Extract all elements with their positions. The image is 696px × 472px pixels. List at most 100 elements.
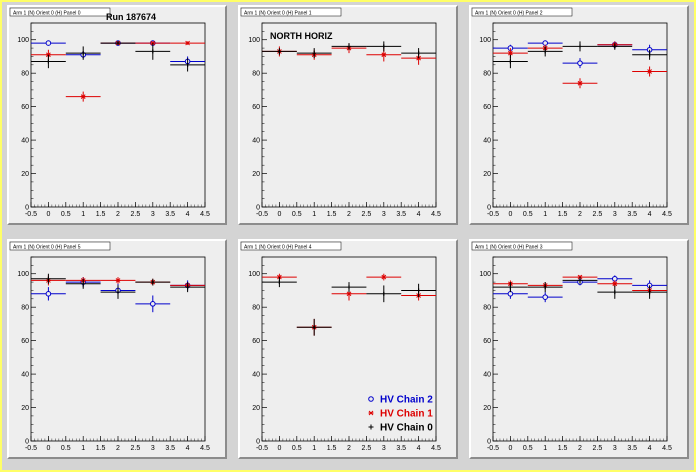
x-tick-label: 0 bbox=[46, 445, 50, 452]
x-tick-label: 4 bbox=[648, 445, 652, 452]
x-tick-label: 1 bbox=[81, 445, 85, 452]
data-point-chain1 bbox=[647, 69, 653, 74]
panel-1: Arm 1 (N) Orient 0 (H) Panel 1 0 20 40 60 80 1… bbox=[238, 5, 458, 225]
x-tick-label: -0.5 bbox=[256, 445, 268, 452]
x-tick-label: 3 bbox=[382, 445, 386, 452]
x-tick-label: 1.5 bbox=[558, 445, 568, 452]
x-tick-label: 3.5 bbox=[396, 445, 406, 452]
y-tick-label: 20 bbox=[483, 171, 491, 178]
data-point-chain1 bbox=[185, 40, 191, 46]
panel-title-box bbox=[471, 7, 573, 17]
y-tick-label: 0 bbox=[487, 205, 491, 212]
y-tick-label: 80 bbox=[483, 71, 491, 78]
data-point-chain1 bbox=[381, 52, 387, 58]
y-tick-label: 0 bbox=[256, 439, 260, 446]
x-tick-label: 4.5 bbox=[200, 211, 210, 218]
x-tick-label: 0.5 bbox=[61, 211, 71, 218]
x-tick-label: 1 bbox=[543, 211, 547, 218]
x-tick-label: 2.5 bbox=[131, 445, 141, 452]
chart-panel-5: Arm 1 (N) Orient 0 (H) Panel 5 0 20 40 60 80 1… bbox=[9, 241, 210, 452]
panel-2: Arm 1 (N) Orient 0 (H) Panel 2 0 20 40 60 80 1… bbox=[469, 5, 689, 225]
x-tick-label: 2.5 bbox=[593, 211, 603, 218]
x-tick-label: 3 bbox=[382, 211, 386, 218]
x-tick-label: 4.5 bbox=[662, 445, 672, 452]
x-tick-label: 4.5 bbox=[431, 445, 441, 452]
x-tick-label: 1.5 bbox=[96, 445, 106, 452]
data-point-chain1 bbox=[577, 80, 583, 86]
x-tick-label: 3 bbox=[613, 211, 617, 218]
y-tick-label: 40 bbox=[483, 138, 491, 145]
x-tick-label: 0.5 bbox=[292, 445, 302, 452]
y-tick-label: 80 bbox=[252, 71, 260, 78]
chart-panel-1: Arm 1 (N) Orient 0 (H) Panel 10204060801… bbox=[240, 7, 441, 218]
x-tick-label: 2.5 bbox=[362, 211, 372, 218]
data-point-chain1 bbox=[346, 291, 352, 297]
x-tick-label: 2 bbox=[578, 445, 582, 452]
x-tick-label: 0.5 bbox=[523, 211, 533, 218]
data-point-chain2 bbox=[45, 291, 52, 297]
x-tick-label: 3.5 bbox=[627, 211, 637, 218]
x-tick-label: 1.5 bbox=[327, 445, 337, 452]
y-tick-label: 60 bbox=[483, 338, 491, 345]
y-tick-label: 60 bbox=[21, 104, 29, 111]
y-tick-label: 40 bbox=[21, 372, 29, 379]
y-tick-label: 80 bbox=[21, 305, 29, 312]
x-tick-label: 1.5 bbox=[327, 211, 337, 218]
panel-title-box bbox=[240, 7, 342, 17]
y-tick-label: 20 bbox=[252, 171, 260, 178]
panel-title: Arm 1 (N) Orient 0 (H) Panel 4 bbox=[244, 245, 312, 251]
y-tick-label: 0 bbox=[487, 439, 491, 446]
panel-title: Arm 1 (N) Orient 0 (H) Panel 2 bbox=[475, 11, 543, 17]
panel-0: Arm 1 (N) Orient 0 (H) Panel 0 0 20 40 60 80 1… bbox=[7, 5, 227, 225]
panel-title: Arm 1 (N) Orient 0 (H) Panel 1 bbox=[244, 11, 312, 17]
panel-title-box bbox=[471, 241, 573, 251]
x-tick-label: 0 bbox=[277, 445, 281, 452]
x-tick-label: 3.5 bbox=[627, 445, 637, 452]
y-tick-label: 60 bbox=[21, 338, 29, 345]
data-point-chain2 bbox=[507, 291, 514, 297]
x-tick-label: 0 bbox=[508, 445, 512, 452]
y-tick-label: 0 bbox=[25, 205, 29, 212]
y-tick-label: 100 bbox=[479, 271, 491, 278]
x-tick-label: 2.5 bbox=[362, 445, 372, 452]
plot-frame bbox=[30, 22, 206, 208]
chart-panel-4: Arm 1 (N) Orient 0 (H) Panel 40204060801… bbox=[240, 241, 441, 452]
y-tick-label: 60 bbox=[483, 104, 491, 111]
y-tick-label: 100 bbox=[17, 37, 29, 44]
y-tick-label: 40 bbox=[252, 372, 260, 379]
data-point-chain1 bbox=[577, 274, 583, 280]
x-tick-label: 3 bbox=[613, 445, 617, 452]
x-tick-label: -0.5 bbox=[25, 211, 37, 218]
data-point-chain2 bbox=[612, 275, 618, 282]
x-tick-label: 4.5 bbox=[200, 445, 210, 452]
panel-3: Arm 1 (N) Orient 0 (H) Panel 3 0 20 40 60 80 1… bbox=[469, 239, 689, 459]
panel-title: Arm 1 (N) Orient 0 (H) Panel 5 bbox=[13, 245, 81, 251]
x-tick-label: 1.5 bbox=[96, 211, 106, 218]
x-tick-label: -0.5 bbox=[25, 445, 37, 452]
data-point-chain2 bbox=[150, 301, 156, 307]
x-tick-label: 1.5 bbox=[558, 211, 568, 218]
legend-marker-circle-icon bbox=[368, 396, 374, 402]
data-point-chain1 bbox=[80, 94, 86, 99]
legend-label: HV Chain 2 bbox=[380, 395, 433, 406]
x-tick-label: 4 bbox=[186, 445, 190, 452]
y-tick-label: 80 bbox=[252, 305, 260, 312]
x-tick-label: 0.5 bbox=[523, 445, 533, 452]
y-tick-label: 60 bbox=[252, 338, 260, 345]
y-tick-label: 40 bbox=[21, 138, 29, 145]
legend-label: HV Chain 0 bbox=[380, 423, 433, 434]
x-tick-label: 3 bbox=[151, 211, 155, 218]
y-tick-label: 60 bbox=[252, 104, 260, 111]
x-tick-label: 3.5 bbox=[165, 445, 175, 452]
panel-title-box bbox=[240, 241, 342, 251]
x-tick-label: 3 bbox=[151, 445, 155, 452]
legend: HV Chain 2 HV Chain 1 HV Chain 0 bbox=[368, 395, 433, 434]
y-tick-label: 20 bbox=[21, 405, 29, 412]
y-tick-label: 100 bbox=[17, 271, 29, 278]
x-tick-label: 4.5 bbox=[431, 211, 441, 218]
x-tick-label: 0.5 bbox=[292, 211, 302, 218]
y-tick-label: 100 bbox=[479, 37, 491, 44]
y-tick-label: 100 bbox=[248, 271, 260, 278]
y-tick-label: 80 bbox=[483, 305, 491, 312]
